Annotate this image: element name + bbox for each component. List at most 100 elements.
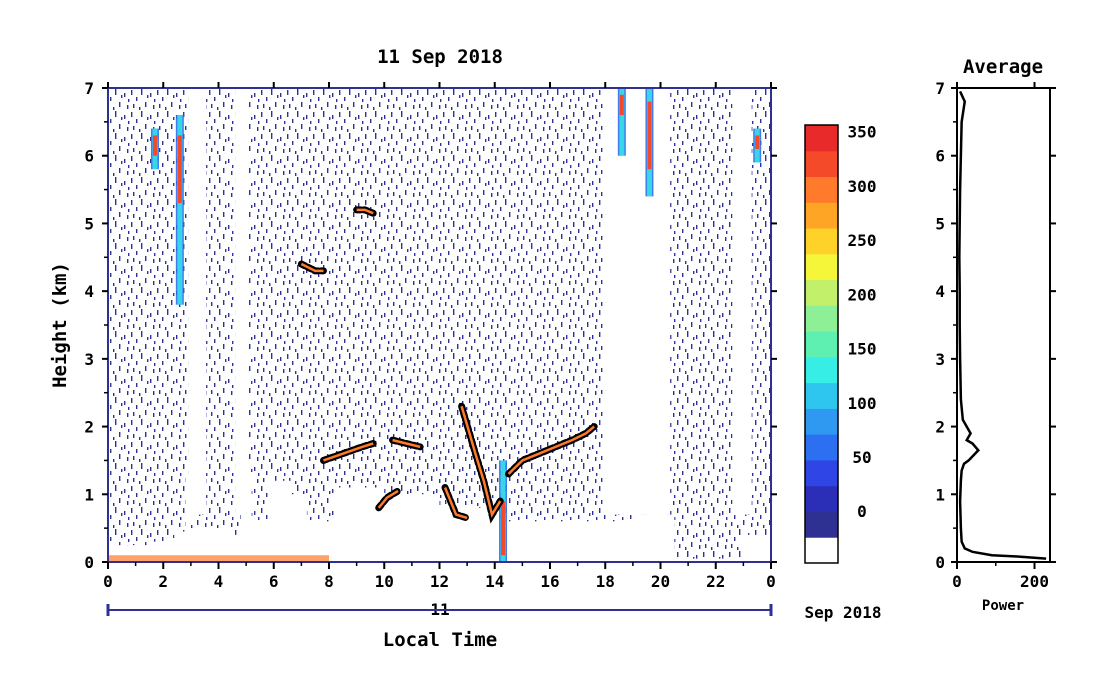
colorbar-segment bbox=[805, 202, 838, 229]
streak-mid bbox=[619, 88, 625, 156]
cloud-core bbox=[392, 438, 421, 449]
x-tick-label: 8 bbox=[324, 572, 334, 591]
colorbar-segment bbox=[805, 331, 838, 358]
surface-echo-layer bbox=[108, 473, 771, 562]
profile-y-tick-label: 1 bbox=[935, 485, 945, 504]
colorbar-frame bbox=[804, 124, 839, 564]
profile-y-tick-label: 4 bbox=[935, 282, 945, 301]
x-tick-label: 20 bbox=[651, 572, 670, 591]
colorbar-segment bbox=[805, 382, 838, 409]
cloud-core bbox=[443, 487, 468, 520]
noise-field bbox=[108, 88, 771, 562]
precip-streak bbox=[753, 128, 762, 163]
x-tick-label: 0 bbox=[103, 572, 113, 591]
colorbar-segment bbox=[805, 228, 838, 255]
x-tick-label: 4 bbox=[214, 572, 224, 591]
data-gap bbox=[602, 88, 671, 515]
date-axis bbox=[106, 604, 773, 616]
profile-title: Average bbox=[963, 56, 1043, 78]
colorbar-tick-label: 250 bbox=[848, 231, 877, 250]
data-gap bbox=[235, 88, 248, 515]
streak-mid bbox=[177, 115, 183, 305]
cloud-core bbox=[377, 489, 399, 509]
x-tick-label: 2 bbox=[158, 572, 168, 591]
streak-core bbox=[152, 135, 157, 156]
colorbar-segment bbox=[805, 485, 838, 512]
streak-core bbox=[647, 101, 652, 170]
x-tick-label: 22 bbox=[706, 572, 725, 591]
colorbar-segment bbox=[805, 150, 838, 178]
profile-x-tick-label: 200 bbox=[1020, 572, 1049, 591]
colorbar-segment bbox=[805, 279, 838, 306]
y-tick-label: 5 bbox=[84, 214, 94, 233]
cloud-layer bbox=[458, 402, 504, 524]
x-tick-label: 12 bbox=[430, 572, 449, 591]
cloud-core bbox=[460, 405, 502, 518]
data-gap bbox=[732, 88, 752, 515]
y-tick-label: 6 bbox=[84, 147, 94, 166]
colorbar-tick-label: 50 bbox=[852, 448, 871, 467]
y-tick-label: 2 bbox=[84, 418, 94, 437]
precip-streak bbox=[150, 128, 159, 170]
x-tick-label: 6 bbox=[269, 572, 279, 591]
profile-y-tick-label: 0 bbox=[935, 553, 945, 572]
x-tick-label: 18 bbox=[596, 572, 615, 591]
profile-y-tick-label: 5 bbox=[935, 214, 945, 233]
profile-y-tick-label: 2 bbox=[935, 418, 945, 437]
colorbar-tick-label: 300 bbox=[848, 177, 877, 196]
colorbar-segment bbox=[805, 125, 838, 152]
colorbar-segment bbox=[805, 537, 838, 564]
cloud-core bbox=[356, 208, 374, 215]
colorbar-segment bbox=[805, 176, 838, 203]
profile-y-tick-label: 6 bbox=[935, 147, 945, 166]
x-tick-label: 10 bbox=[375, 572, 394, 591]
profile-y-tick-label: 3 bbox=[935, 350, 945, 369]
cloud-layer bbox=[441, 484, 471, 522]
colorbar: 0 50 100 150 200 250 300 350 bbox=[804, 123, 877, 564]
colorbar-segment bbox=[805, 305, 838, 332]
y-tick-label: 4 bbox=[84, 282, 94, 301]
cloud-layer bbox=[505, 423, 598, 478]
date-axis-month-label: Sep 2018 bbox=[804, 603, 881, 622]
colorbar-segment bbox=[805, 408, 838, 435]
cloud-core bbox=[300, 262, 324, 273]
y-tick-label: 0 bbox=[84, 553, 94, 572]
precip-streak bbox=[499, 460, 508, 562]
data-gap bbox=[188, 88, 207, 515]
y-tick-label: 7 bbox=[84, 79, 94, 98]
surface-strong-echo bbox=[108, 555, 329, 562]
precip-streak bbox=[617, 88, 626, 156]
cloud-layer bbox=[389, 436, 424, 451]
heatmap-plot-area bbox=[108, 88, 771, 562]
colorbar-tick-label: 100 bbox=[848, 394, 877, 413]
streak-core bbox=[177, 135, 182, 204]
average-profile-panel: 0 1 2 3 4 5 6 7 0 200 bbox=[935, 79, 1056, 591]
colorbar-segment bbox=[805, 253, 838, 281]
x-axis-label: Local Time bbox=[383, 629, 497, 651]
streak-core bbox=[619, 94, 624, 116]
chart-title: 11 Sep 2018 bbox=[377, 46, 503, 68]
cloud-layer bbox=[375, 487, 402, 512]
profile-x-tick-label: 0 bbox=[952, 572, 962, 591]
cloud-core bbox=[323, 442, 374, 462]
colorbar-tick-label: 0 bbox=[857, 502, 867, 521]
cloud-layer bbox=[319, 440, 377, 464]
y-axis-label: Height (km) bbox=[49, 262, 71, 388]
x-tick-label: 16 bbox=[540, 572, 559, 591]
cloud-layer bbox=[297, 260, 327, 275]
profile-frame bbox=[956, 87, 1051, 563]
cloud-layer bbox=[353, 206, 377, 217]
colorbar-tick-label: 150 bbox=[848, 340, 877, 359]
precip-streak bbox=[175, 115, 184, 305]
colorbar-tick-label: 350 bbox=[848, 123, 877, 142]
precip-streak bbox=[645, 88, 654, 197]
colorbar-segment bbox=[805, 356, 838, 384]
colorbar-tick-label: 200 bbox=[848, 285, 877, 304]
colorbar-segment bbox=[805, 434, 838, 461]
profile-x-axis-label: Power bbox=[982, 598, 1024, 614]
profile-y-tick-label: 7 bbox=[935, 79, 945, 98]
x-tick-label: 14 bbox=[485, 572, 504, 591]
x-tick-label: 0 bbox=[766, 572, 776, 591]
